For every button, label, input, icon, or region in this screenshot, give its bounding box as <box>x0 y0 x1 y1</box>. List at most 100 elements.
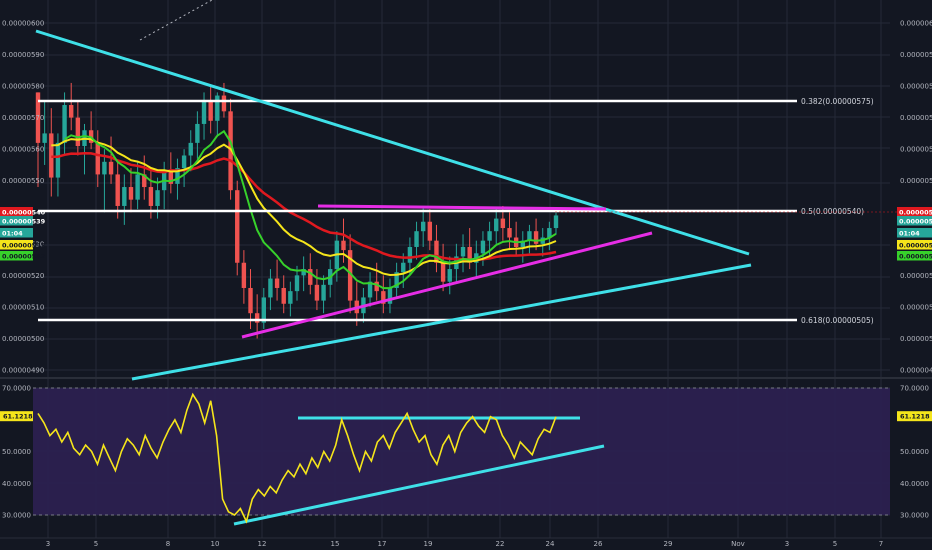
candle-body <box>467 246 472 263</box>
rsi-tick-right: 70.0000 <box>900 385 929 393</box>
candle-body <box>188 142 193 156</box>
candle-body <box>533 231 539 244</box>
time-tick: 15 <box>331 540 340 548</box>
price-tag-text: 0.00000532 <box>899 253 932 261</box>
price-tag-text: 0.00000540 <box>899 209 932 217</box>
candle-body <box>374 281 379 292</box>
time-tick: 10 <box>211 540 220 548</box>
price-tick-left: 0.00000520 <box>2 272 44 280</box>
fib-05-label: 0.5(0.00000540) <box>801 207 864 216</box>
price-tick-right: 0.00000510 <box>900 303 932 311</box>
rsi-overbought-oversold-band <box>33 388 890 515</box>
candle-body <box>215 95 220 121</box>
candle-body <box>195 123 200 143</box>
candle-body <box>401 262 406 273</box>
ascending-trendline[interactable] <box>131 263 752 381</box>
candle-body <box>208 101 213 121</box>
descending-trendline[interactable] <box>35 29 750 256</box>
price-tick-left: 0.00000580 <box>2 83 44 91</box>
drawings[interactable] <box>35 0 752 526</box>
candle-body <box>434 240 439 263</box>
candle-body <box>235 190 240 263</box>
price-tag-text: 0.00000532 <box>2 253 45 261</box>
price-tick-left: 0.00000560 <box>2 146 44 154</box>
candle-body <box>175 168 180 184</box>
candle-body <box>394 272 399 288</box>
candle-body <box>507 228 512 238</box>
rsi-value-tag <box>897 411 932 422</box>
candle-body <box>387 287 393 304</box>
candle-body <box>427 221 433 241</box>
magenta-resistance-line[interactable] <box>317 204 607 211</box>
candle-body <box>420 221 426 232</box>
fib-0618-label: 0.618(0.00000505) <box>801 316 874 325</box>
candle-body <box>268 278 273 298</box>
price-tick-right: 0.00000550 <box>900 177 932 185</box>
magenta-support-line[interactable] <box>241 231 653 339</box>
rsi-axis[interactable]: 70.0000 70.0000 50.0000 50.0000 40.0000 40.00… <box>0 385 932 520</box>
candle-body <box>527 231 532 241</box>
fib-levels[interactable]: 0.382(0.00000575) 0.5(0.00000540) 0.618(… <box>38 97 874 325</box>
price-tick-right: 0.00000600 <box>900 20 932 28</box>
candle-body <box>248 287 253 314</box>
rsi-support-line[interactable] <box>233 444 605 526</box>
price-tag-bg <box>897 207 932 217</box>
candle-body <box>281 287 286 304</box>
time-tick: Nov <box>731 540 745 548</box>
time-tick: 24 <box>546 540 555 548</box>
candle-body <box>49 133 54 178</box>
price-tag-bg <box>0 251 33 261</box>
candle-body <box>414 231 419 247</box>
price-tag-bg <box>897 251 932 261</box>
rsi-tick-right: 30.0000 <box>900 512 929 520</box>
candle-body <box>181 155 187 169</box>
price-tick-left: 0.00000600 <box>2 20 44 28</box>
candle-body <box>128 187 134 200</box>
ema-green-line <box>64 129 557 290</box>
candle-body <box>308 269 313 285</box>
time-tick: 5 <box>833 540 837 548</box>
time-axis[interactable]: 3 5 8 10 12 15 17 19 22 24 26 29 Nov 3 5 7 <box>0 537 932 548</box>
time-tick: 26 <box>594 540 603 548</box>
price-tick-right: 0.00000580 <box>900 83 932 91</box>
time-tick: 22 <box>496 540 505 548</box>
time-tick: 17 <box>378 540 387 548</box>
candle-body <box>221 95 227 112</box>
candle-body <box>294 275 300 292</box>
candle-body <box>367 281 373 298</box>
candle-body <box>135 174 140 200</box>
rsi-value-tag-text: 61.1218 <box>900 413 930 421</box>
rsi-value-tag <box>0 411 33 422</box>
candle-body <box>254 313 260 323</box>
price-tick-left: 0.00000490 <box>2 367 44 375</box>
candle-body <box>460 246 466 257</box>
candle-body <box>75 117 81 147</box>
candle-body <box>115 174 120 206</box>
dotted-extension-line[interactable] <box>139 0 213 41</box>
price-tag-text: 01:04 <box>2 230 23 238</box>
rsi-tick-left: 40.0000 <box>2 480 31 488</box>
candle-body <box>447 269 452 282</box>
candle-body <box>274 278 280 288</box>
candle-body <box>201 101 207 124</box>
price-tick-left: 0.00000570 <box>2 114 44 122</box>
candle-body <box>500 218 506 229</box>
candle-body <box>69 105 74 118</box>
candle-body <box>440 262 446 282</box>
price-tick-right: 0.00000490 <box>900 367 932 375</box>
candle-body <box>547 228 552 238</box>
price-tag-text: 01:04 <box>899 230 920 238</box>
candle-body <box>241 262 247 288</box>
price-axis[interactable]: 0.00000600 0.00000600 0.00000590 0.00000590… <box>0 20 932 375</box>
price-tag-bg <box>0 216 33 226</box>
price-tag-text: 0.00000532 <box>2 242 45 250</box>
candle-body <box>381 291 386 304</box>
price-tick-left: 0.00000500 <box>2 335 44 343</box>
candle-body <box>62 105 67 143</box>
price-tick-right: 0.00000560 <box>900 146 932 154</box>
price-tick-right: 0.00000500 <box>900 335 932 343</box>
time-tick: 3 <box>785 540 789 548</box>
price-tick-right: 0.00000520 <box>900 272 932 280</box>
candle-body <box>148 187 154 206</box>
